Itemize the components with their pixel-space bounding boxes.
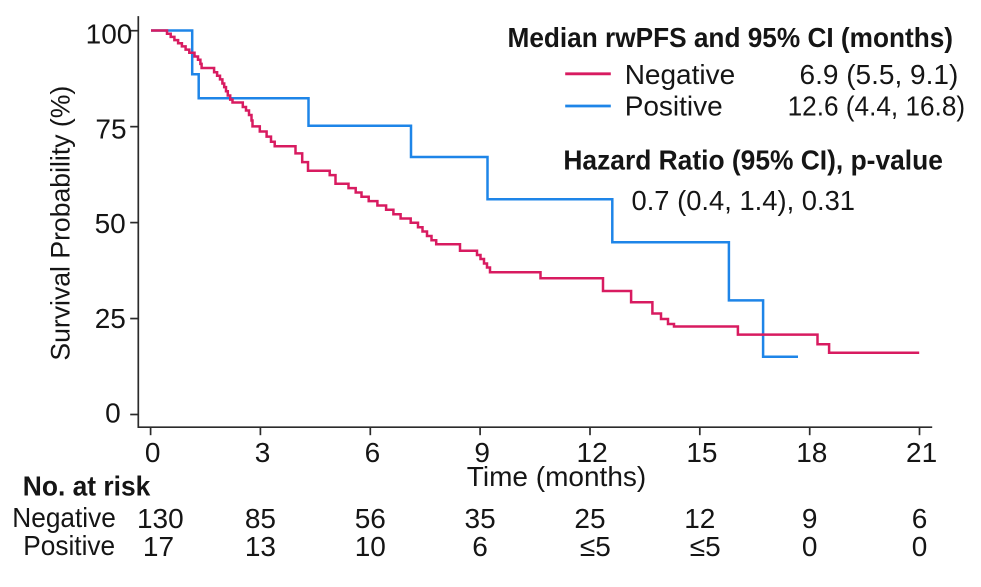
svg-text:0: 0 bbox=[802, 531, 818, 562]
svg-text:12: 12 bbox=[577, 437, 608, 468]
svg-text:Negative: Negative bbox=[625, 59, 736, 90]
svg-text:0: 0 bbox=[105, 397, 121, 428]
svg-text:6: 6 bbox=[365, 437, 381, 468]
svg-text:25: 25 bbox=[574, 503, 605, 534]
svg-text:10: 10 bbox=[355, 531, 386, 562]
svg-text:Positive: Positive bbox=[23, 530, 115, 561]
svg-text:50: 50 bbox=[95, 208, 126, 239]
svg-text:Hazard Ratio (95% CI), p-value: Hazard Ratio (95% CI), p-value bbox=[563, 145, 943, 176]
svg-text:Survival Probability (%): Survival Probability (%) bbox=[46, 86, 76, 361]
svg-text:≤5: ≤5 bbox=[580, 531, 611, 562]
svg-text:0.7 (0.4, 1.4), 0.31: 0.7 (0.4, 1.4), 0.31 bbox=[632, 185, 856, 216]
svg-text:130: 130 bbox=[137, 503, 184, 534]
svg-text:17: 17 bbox=[143, 531, 174, 562]
svg-text:9: 9 bbox=[474, 437, 490, 468]
svg-text:≤5: ≤5 bbox=[690, 531, 721, 562]
svg-text:12.6 (4.4, 16.8): 12.6 (4.4, 16.8) bbox=[788, 91, 966, 122]
svg-text:21: 21 bbox=[906, 437, 937, 468]
svg-text:0: 0 bbox=[912, 531, 928, 562]
svg-text:Time (months): Time (months) bbox=[467, 461, 646, 492]
svg-text:No. at risk: No. at risk bbox=[23, 471, 151, 502]
svg-text:15: 15 bbox=[686, 437, 717, 468]
svg-text:100: 100 bbox=[86, 18, 133, 49]
svg-text:Positive: Positive bbox=[625, 91, 723, 122]
svg-text:0: 0 bbox=[145, 437, 161, 468]
svg-text:56: 56 bbox=[355, 503, 386, 534]
svg-text:35: 35 bbox=[465, 503, 496, 534]
svg-text:75: 75 bbox=[95, 113, 126, 144]
svg-text:9: 9 bbox=[802, 503, 818, 534]
svg-text:13: 13 bbox=[245, 531, 276, 562]
svg-text:Negative: Negative bbox=[12, 502, 116, 533]
svg-text:6: 6 bbox=[912, 503, 928, 534]
svg-text:6.9 (5.5, 9.1): 6.9 (5.5, 9.1) bbox=[800, 59, 959, 90]
svg-text:3: 3 bbox=[255, 437, 271, 468]
svg-text:Median rwPFS and 95% CI (month: Median rwPFS and 95% CI (months) bbox=[508, 22, 954, 53]
svg-text:85: 85 bbox=[245, 503, 276, 534]
svg-text:18: 18 bbox=[796, 437, 827, 468]
svg-text:6: 6 bbox=[472, 531, 488, 562]
svg-text:25: 25 bbox=[95, 303, 126, 334]
svg-text:12: 12 bbox=[684, 503, 715, 534]
